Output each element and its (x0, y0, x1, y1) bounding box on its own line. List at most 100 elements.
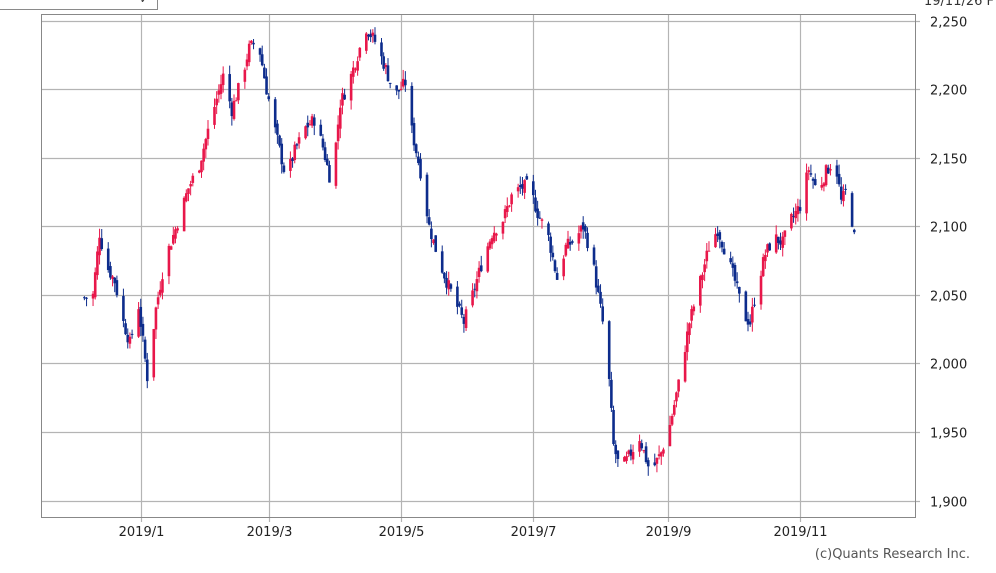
candle-body (456, 286, 459, 307)
tick-labels: 2,250 2,200 2,150 2,100 2,050 2,000 1,950 1,900… (119, 16, 968, 541)
candle-body (356, 61, 359, 71)
candle-body (835, 165, 839, 177)
candle-body (419, 159, 422, 179)
candle-body (614, 444, 618, 455)
candle-body (471, 290, 474, 306)
candle-body (395, 85, 398, 91)
candle-body (807, 170, 811, 173)
candle-body (631, 452, 635, 460)
plot-frame (41, 14, 916, 518)
candle-body (729, 258, 732, 263)
candle-body (503, 209, 507, 219)
candle-body (143, 339, 147, 359)
candle-body (501, 221, 505, 234)
candle-body (601, 306, 605, 322)
candle-body (399, 88, 403, 90)
candle-body (586, 232, 589, 249)
candle-body (549, 236, 552, 253)
candle-body (109, 266, 112, 278)
y-tick-label: 2,250 (930, 16, 967, 31)
candle-body (842, 191, 845, 202)
candle-body (607, 321, 611, 379)
candle-body (328, 165, 331, 183)
candle-body (764, 254, 767, 262)
candle-body (670, 416, 674, 425)
candle-body (850, 193, 854, 227)
candle-body (720, 241, 724, 248)
candle-body (707, 250, 711, 252)
candle-body (477, 267, 481, 278)
candle-body (213, 106, 216, 125)
candle-body (505, 206, 509, 213)
candle-body (341, 93, 344, 106)
candle-body (334, 142, 338, 186)
candle-body (369, 33, 372, 38)
candle-body (629, 449, 633, 456)
candle-body (260, 54, 264, 66)
candle-body (111, 276, 114, 279)
period-select[interactable]: ✓ (0, 0, 158, 10)
candle-body (473, 288, 477, 290)
candle-body (594, 266, 598, 288)
y-tick-label: 2,100 (930, 221, 967, 236)
candle-body (414, 144, 418, 154)
candle-body (616, 450, 620, 459)
y-tick-label: 2,000 (930, 358, 967, 373)
candle-body (221, 73, 225, 86)
candle-body (744, 291, 748, 322)
y-tick-label: 2,200 (930, 84, 967, 99)
candle-body (325, 158, 329, 165)
candle-body (156, 297, 160, 305)
y-tick-label: 2,150 (930, 153, 967, 168)
candle-body (705, 250, 709, 262)
candle-body (434, 235, 438, 252)
candle-body (495, 233, 498, 236)
candle-body (139, 306, 143, 327)
candle-body (215, 98, 218, 106)
candle-body (130, 333, 134, 335)
candle-body (627, 450, 631, 455)
candle-body (538, 217, 542, 219)
candle-body (677, 379, 680, 392)
candle-body (115, 280, 119, 296)
candle-body (653, 462, 657, 466)
candle-body (91, 293, 95, 299)
candle-body (768, 243, 771, 251)
candle-body (447, 280, 451, 290)
candle-body (258, 48, 262, 55)
candle-body (217, 90, 221, 95)
candle-body (683, 352, 687, 382)
candle-body (167, 245, 171, 277)
candle-body (688, 323, 691, 336)
date-readout: 19/11/26 F (924, 0, 994, 9)
candle-body (291, 158, 294, 161)
candle-body (280, 143, 284, 165)
candle-body (820, 185, 824, 188)
candle-body (158, 289, 162, 295)
candle-body (319, 124, 323, 136)
candle-body (510, 194, 513, 205)
candle-body (230, 102, 234, 117)
candle-body (824, 165, 828, 186)
candle-body (250, 40, 253, 44)
candle-body (191, 175, 195, 183)
candle-body (145, 359, 149, 382)
candle-body (176, 228, 179, 231)
candle-body (536, 208, 539, 218)
candle-body (273, 99, 277, 128)
candle-body (579, 225, 583, 232)
candle-body (623, 457, 626, 462)
candle-body (200, 160, 203, 173)
candle-body (365, 33, 368, 51)
candle-body (417, 156, 420, 163)
candle-body (113, 277, 117, 284)
candle-body (371, 32, 375, 36)
x-tick-label: 2019/1 (119, 525, 165, 540)
candle-body (310, 116, 314, 126)
candle-body (278, 135, 281, 146)
candle-body (384, 64, 388, 68)
candle-body (124, 323, 127, 335)
candle-body (338, 107, 342, 129)
candle-body (837, 173, 841, 185)
candle-body (532, 181, 535, 196)
